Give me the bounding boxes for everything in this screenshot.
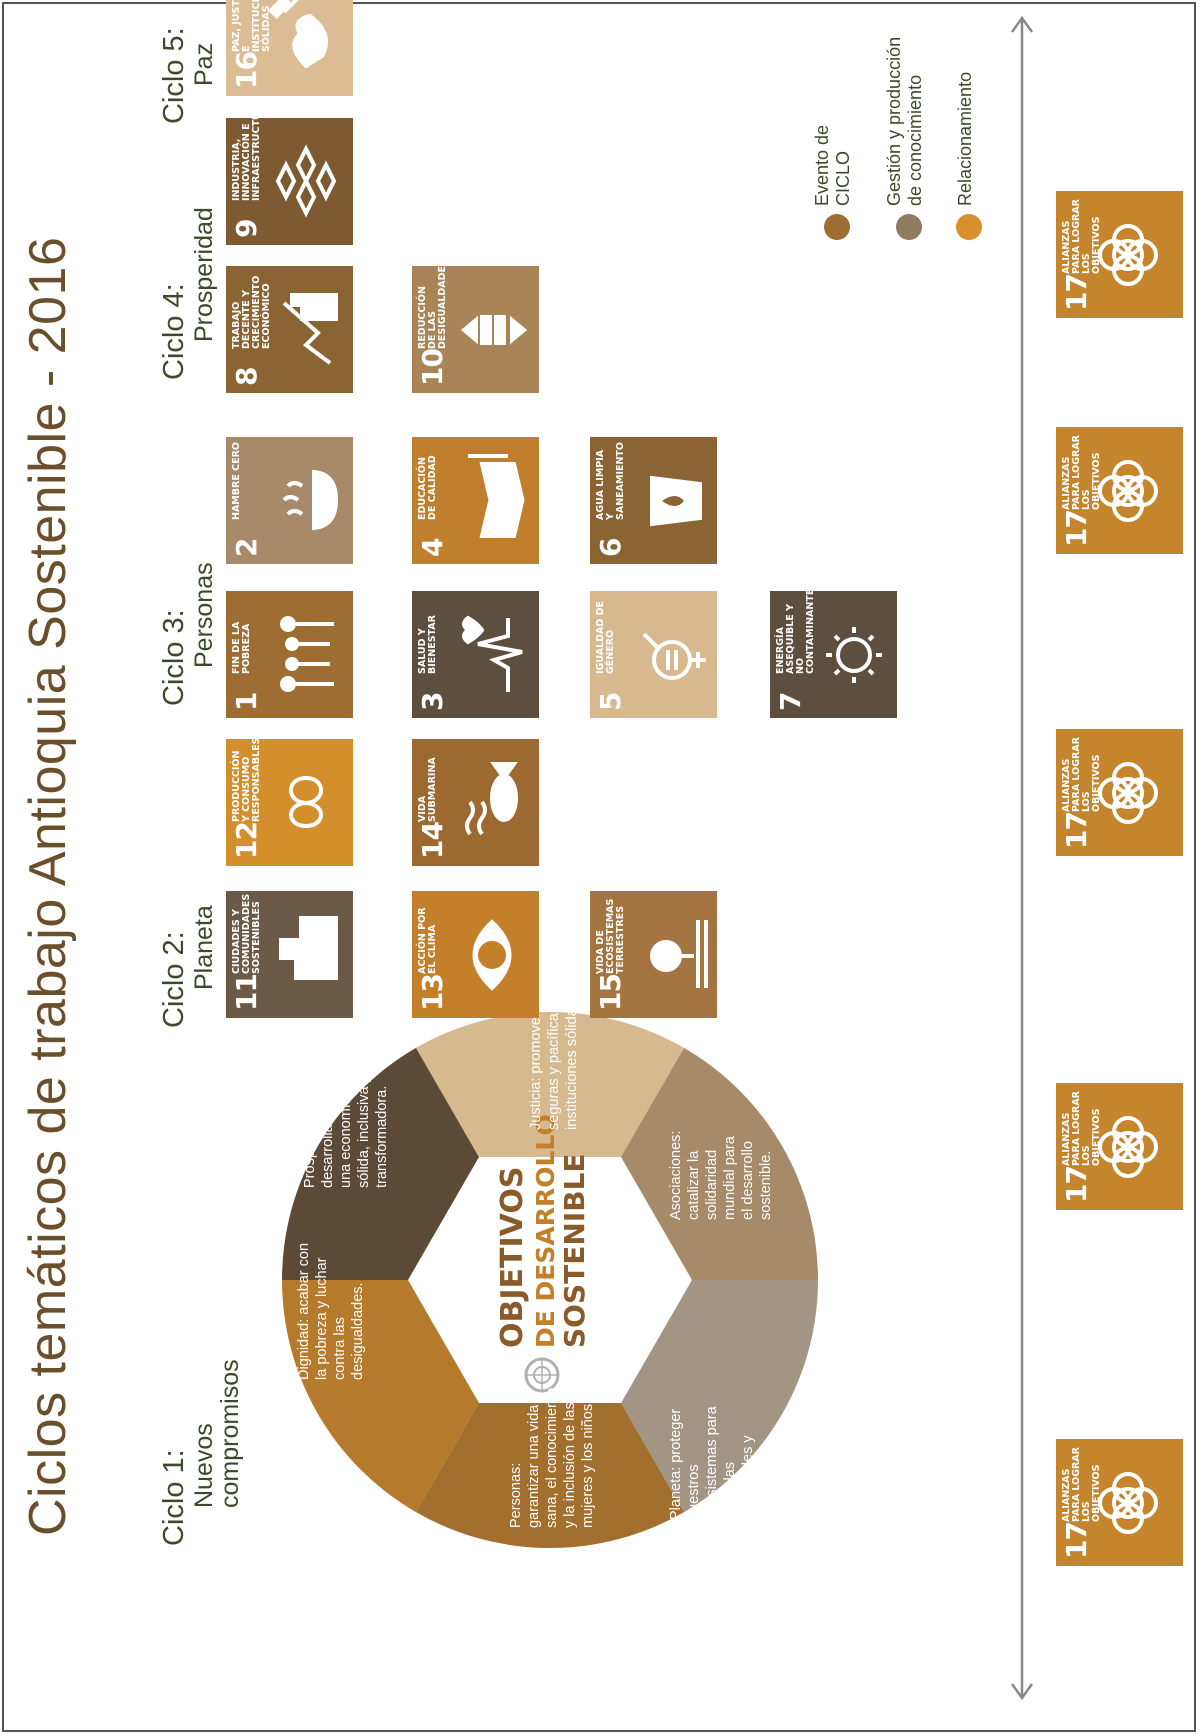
- wheel-text-line: Dignidad: acabar con: [296, 1243, 312, 1380]
- gender-icon: [642, 632, 706, 680]
- sdg-tile-6: 6 Agua limpia y saneamiento: [590, 437, 717, 564]
- family-icon: [280, 616, 334, 692]
- un-emblem-icon: [524, 1357, 560, 1393]
- sdg-tile-17-4: 17 Alianzas para lograr los objetivos: [1056, 427, 1183, 554]
- arrow-left-icon: [1010, 1683, 1034, 1701]
- wheel-text-prosperidad: Prosperidad: desarrollar una economía sólid…: [302, 1074, 390, 1188]
- bowl-icon: [282, 469, 339, 531]
- sdg-tile-17-1: 17 Alianzas para lograr los objetivos: [1056, 1439, 1183, 1566]
- wheel-center-hexagon: [408, 1157, 692, 1403]
- sdg-tile-14: 14 Vida submarina: [412, 739, 539, 866]
- wheel-text-planeta: Planeta: proteger nuestros ecosistemas par…: [668, 1405, 810, 1520]
- sdg-tile-16: 16 Paz, justicia e instituciones sólidas: [226, 0, 353, 96]
- sdg-tile-5: 5 Igualdad de género: [590, 591, 717, 718]
- wheel-text-line: contra las: [332, 1317, 348, 1380]
- sdg-tile-15: 15 Vida de ecosistemas terrestres: [590, 891, 717, 1018]
- sdg-logo-line2: DE DESARROLLO: [531, 1114, 560, 1348]
- wheel-text-line: nuestros: [686, 1464, 702, 1520]
- wheel-text-line: la pobreza y luchar: [314, 1257, 330, 1380]
- sdg-tile-9: 9 Industria, innovación e infraestructura: [226, 118, 353, 245]
- sdg-tile-8: 8 Trabajo decente y crecimiento económico: [226, 266, 353, 393]
- eye-globe-icon: [472, 919, 512, 991]
- wheel-text-line: desigualdades.: [350, 1282, 366, 1380]
- water-icon: [650, 475, 702, 527]
- wheel-text-line: sostenible.: [758, 1151, 774, 1220]
- flower-rings-icon: [1098, 224, 1158, 286]
- sdg-logo-line3: SOSTENIBLE: [558, 1153, 591, 1348]
- sdg-tile-17-3: 17 Alianzas para lograr los objetivos: [1056, 729, 1183, 856]
- book-icon: [468, 454, 525, 538]
- wheel-segment-justicia: [416, 1012, 684, 1280]
- infinity-icon: [289, 775, 323, 829]
- wheel-text-line: una economía: [338, 1095, 354, 1188]
- wheel-text-line: mundial para: [722, 1135, 738, 1220]
- sdg-tile-3: 3 Salud y bienestar: [412, 591, 539, 718]
- wheel-text-line: todas las: [722, 1462, 738, 1520]
- wheel-text-line: Asociaciones:: [668, 1131, 684, 1220]
- wheel-text-line: Justicia: promover sociedades: [528, 1010, 544, 1130]
- wheel-text-line: instituciones sólidas.: [564, 1010, 580, 1130]
- wheel-text-line: catalizar la: [686, 1150, 702, 1220]
- wheel-text-line: transformadora.: [374, 1086, 390, 1188]
- sdg-tile-7: 7 Energía asequible y no contaminante: [770, 591, 897, 718]
- wheel-text-line: Planeta: proteger: [668, 1409, 684, 1520]
- wheel-text-line: garantizar una vida: [526, 1404, 542, 1528]
- flower-rings-icon: [1098, 762, 1158, 824]
- wheel-text-line: para: [758, 1490, 774, 1520]
- sdg-logo-line1: OBJETIVOS: [495, 1167, 530, 1348]
- arrow-right-icon: [1010, 15, 1034, 33]
- dove-gavel-icon: [267, 0, 328, 69]
- wheel-text-justicia: Justicia: promover sociedades seguras y p…: [528, 1010, 580, 1130]
- wheel-text-line: mujeres y los niños.: [580, 1400, 596, 1528]
- wheel-text-line: solidaridad: [704, 1150, 720, 1220]
- city-icon: [279, 916, 338, 980]
- sdg-tile-1: 1 Fin de la pobreza: [226, 591, 353, 718]
- wheel-text-line: el desarrollo: [740, 1141, 756, 1220]
- growth-chart-icon: [282, 293, 338, 365]
- equality-icon: [460, 315, 528, 345]
- wheel-text-line: desarrollar: [320, 1119, 336, 1188]
- sun-power-icon: [826, 627, 882, 683]
- sdg-tile-10: 10 Reducción de las desigualdades: [412, 266, 539, 393]
- flower-rings-icon: [1098, 1116, 1158, 1178]
- sdg-tile-17-5: 17 Alianzas para lograr los objetivos: [1056, 191, 1183, 318]
- sdg-tile-2: 2 Hambre cero: [226, 437, 353, 564]
- wheel-text-line: hijos.: [794, 1486, 810, 1520]
- wheel-text-line: Prosperidad:: [302, 1106, 318, 1188]
- tree-icon: [650, 920, 708, 988]
- wheel-text-line: sociedades y: [740, 1435, 756, 1520]
- wheel-text-line: ecosistemas para: [704, 1405, 720, 1520]
- sdg-tile-12: 12 Producción y consumo responsables: [226, 739, 353, 866]
- wheel-text-line: nuestros: [776, 1464, 792, 1520]
- wheel-segment-personas: [416, 1280, 684, 1548]
- sdg-wheel: OBJETIVOS DE DESARROLLO SOSTENIBLE Perso…: [282, 1010, 818, 1548]
- heartbeat-icon: [462, 615, 523, 692]
- wheel-text-line: y la inclusión de las: [562, 1402, 578, 1528]
- flower-rings-icon: [1098, 1472, 1158, 1534]
- wheel-text-line: Personas:: [508, 1463, 524, 1528]
- wheel-text-asociaciones: Asociaciones: catalizar la solidaridad mund…: [668, 1131, 774, 1220]
- cubes-icon: [275, 144, 337, 218]
- wheel-text-personas: Personas: garantizar una vida sana, el con…: [508, 1388, 596, 1528]
- wheel-text-line: sólida, inclusiva y: [356, 1074, 372, 1188]
- fish-icon: [465, 762, 518, 836]
- flower-rings-icon: [1098, 460, 1158, 522]
- sdg-tile-11: 11 Ciudades y comunidades sostenibles: [226, 891, 353, 1018]
- sdg-tile-17-2: 17 Alianzas para lograr los objetivos: [1056, 1083, 1183, 1210]
- wheel-text-dignidad: Dignidad: acabar con la pobreza y luchar c…: [296, 1243, 366, 1380]
- wheel-text-line: sana, el conocimiento: [544, 1388, 560, 1528]
- sdg-tile-13: 13 Acción por el clima: [412, 891, 539, 1018]
- wheel-text-line: seguras y pacíficas e: [546, 1010, 562, 1130]
- sdg-tile-4: 4 Educación de calidad: [412, 437, 539, 564]
